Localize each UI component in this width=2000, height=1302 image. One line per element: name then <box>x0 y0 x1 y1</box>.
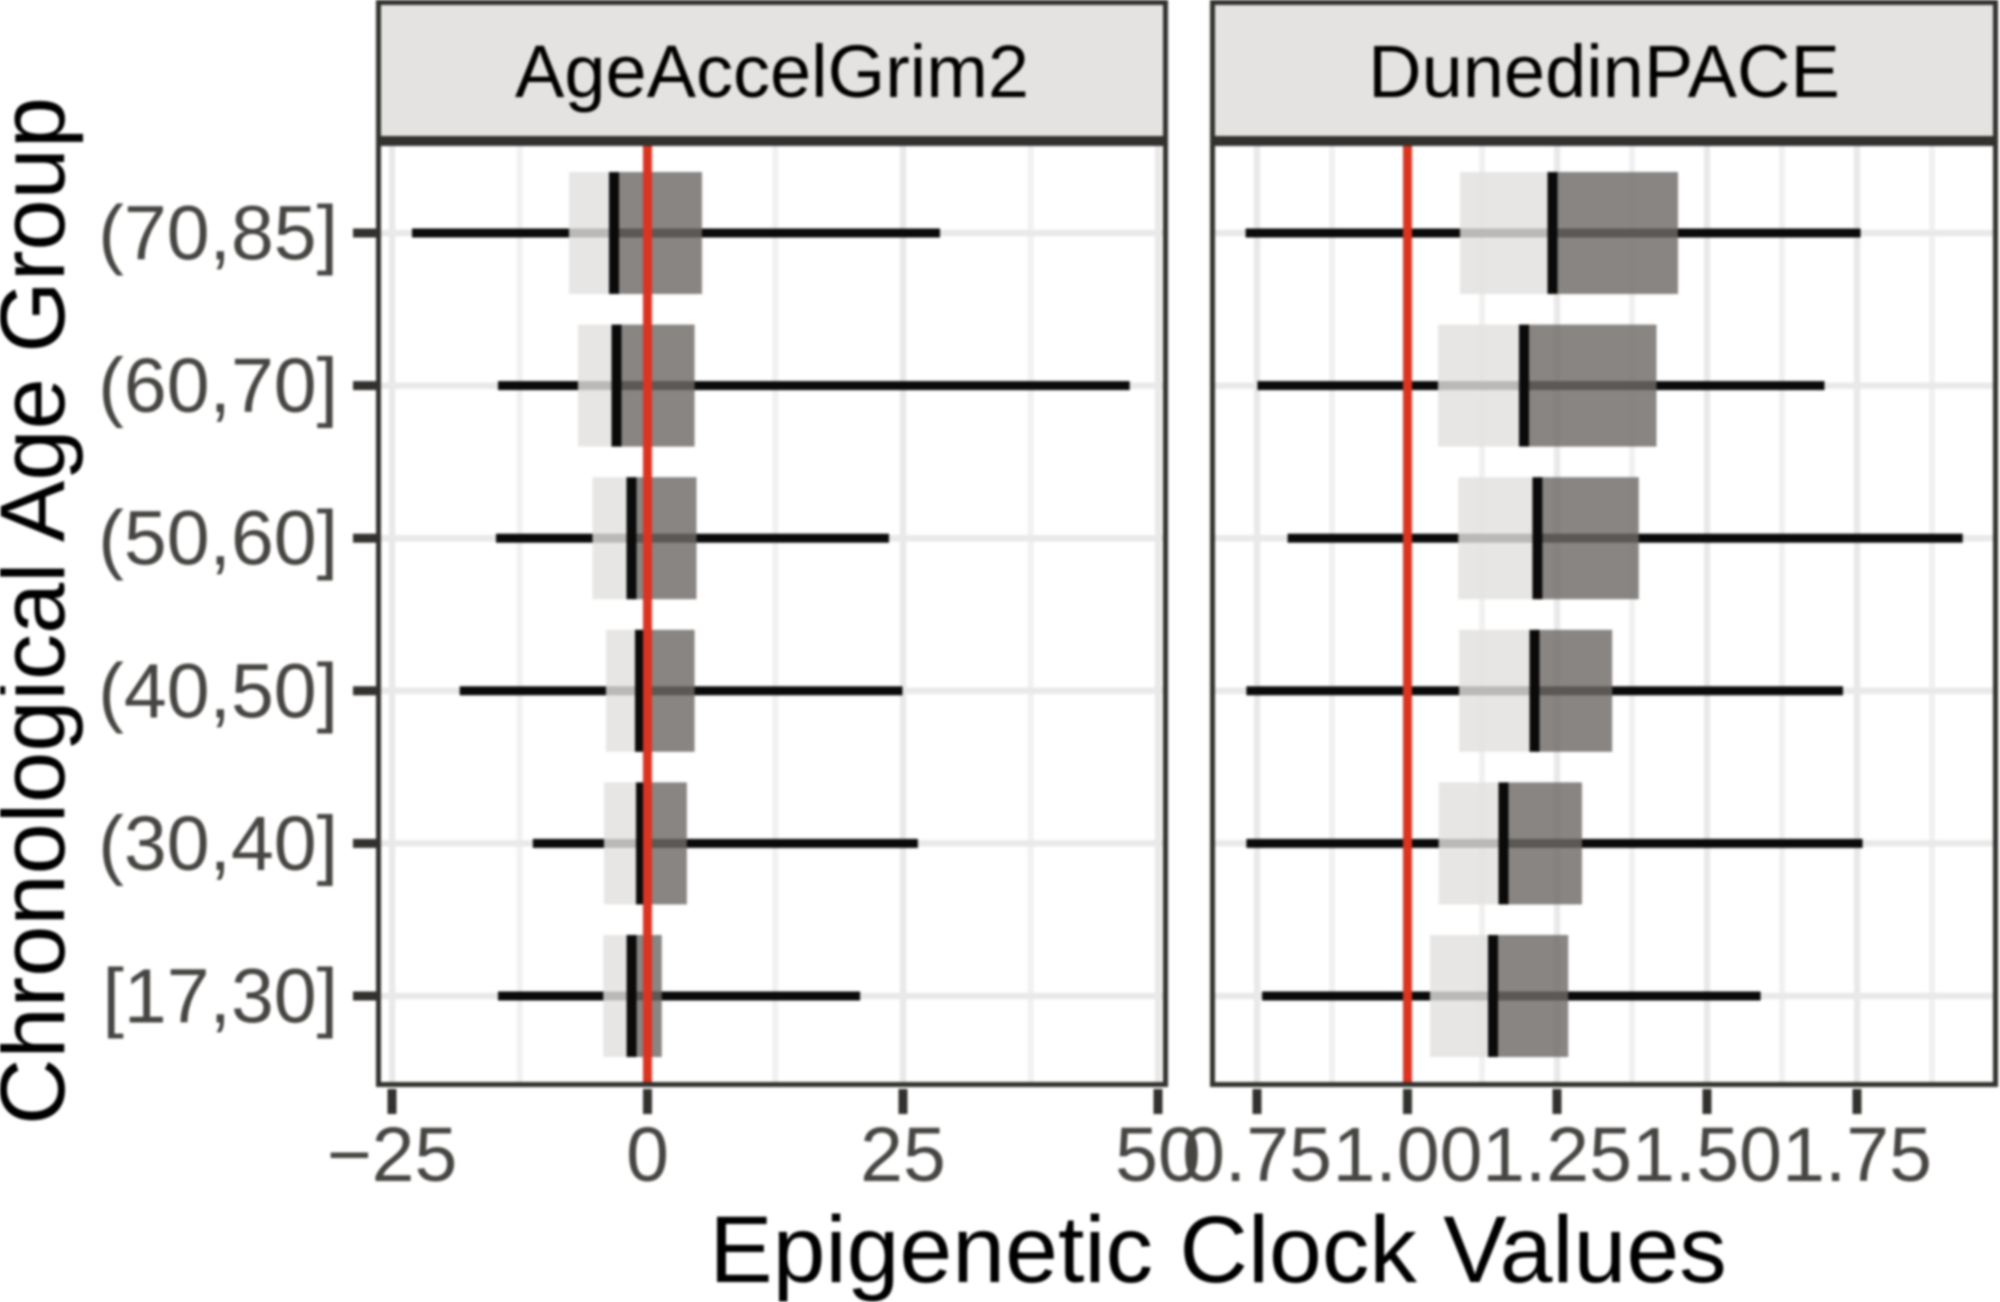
svg-text:(30,40]: (30,40] <box>98 801 338 887</box>
svg-text:1.75: 1.75 <box>1782 1112 1932 1198</box>
svg-text:1.50: 1.50 <box>1632 1112 1782 1198</box>
svg-text:(50,60]: (50,60] <box>98 496 338 582</box>
svg-text:(60,70]: (60,70] <box>98 343 338 429</box>
svg-text:(40,50]: (40,50] <box>98 648 338 734</box>
svg-text:DunedinPACE: DunedinPACE <box>1368 30 1840 113</box>
svg-text:0.75: 0.75 <box>1182 1112 1332 1198</box>
svg-text:[17,30]: [17,30] <box>103 954 338 1040</box>
svg-text:25: 25 <box>860 1112 946 1198</box>
svg-text:1.00: 1.00 <box>1333 1112 1483 1198</box>
svg-text:AgeAccelGrim2: AgeAccelGrim2 <box>515 30 1029 113</box>
svg-text:0: 0 <box>626 1112 669 1198</box>
svg-text:−25: −25 <box>327 1112 458 1198</box>
svg-text:Epigenetic Clock Values: Epigenetic Clock Values <box>709 1197 1726 1302</box>
svg-text:50: 50 <box>1115 1112 1201 1198</box>
svg-text:Chronological Age Group: Chronological Age Group <box>0 97 84 1125</box>
svg-text:(70,85]: (70,85] <box>98 191 338 277</box>
svg-text:1.25: 1.25 <box>1482 1112 1632 1198</box>
